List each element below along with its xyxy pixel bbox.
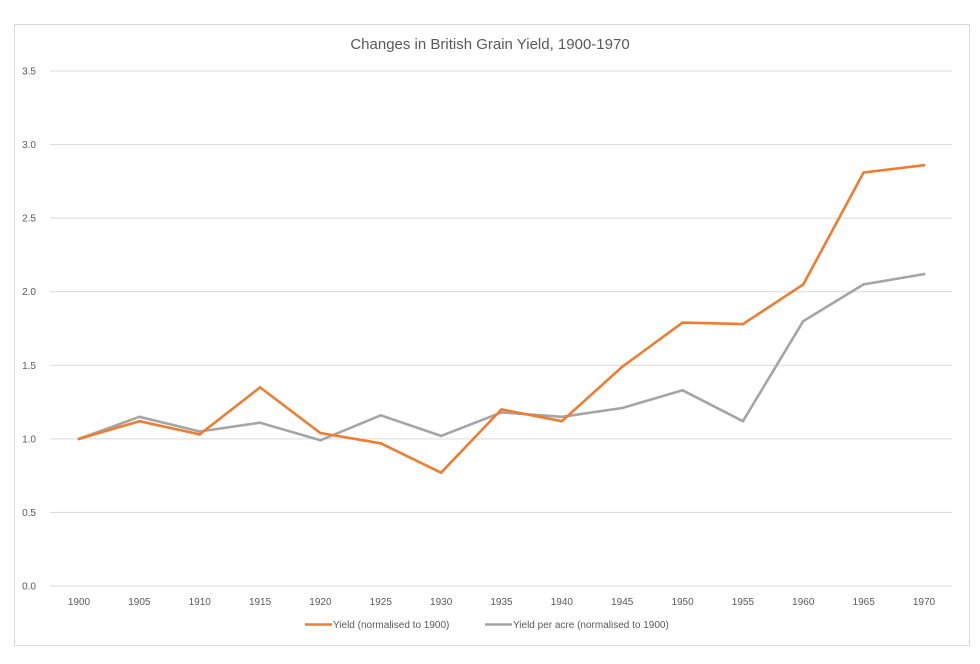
series-line-1: [77, 272, 926, 442]
series-line-0: [77, 163, 926, 475]
data-point: [258, 421, 262, 424]
data-point: [379, 414, 383, 417]
data-point: [258, 386, 262, 389]
x-tick-label: 1970: [913, 597, 936, 608]
data-point: [379, 441, 383, 445]
x-tick-label: 1925: [370, 597, 393, 608]
data-point: [862, 283, 865, 286]
x-tick-label: 1920: [309, 597, 332, 608]
x-tick-label: 1940: [551, 597, 574, 608]
legend-label: Yield (normalised to 1900): [333, 620, 449, 631]
x-tick-label: 1910: [189, 597, 212, 608]
data-point: [620, 406, 624, 410]
data-point: [138, 419, 141, 423]
x-tick-label: 1900: [68, 597, 91, 608]
data-point: [620, 365, 624, 369]
data-point: [681, 321, 684, 324]
data-point: [801, 283, 805, 286]
gridlines: [50, 70, 952, 587]
x-tick-label: 1930: [430, 597, 453, 608]
data-point: [560, 415, 564, 419]
y-axis-ticks: 0.0 0.5 1.0 1.5 2.0 2.5 3.0 3.5: [22, 67, 36, 593]
x-tick-label: 1935: [490, 597, 513, 608]
y-tick-label: 2.5: [22, 214, 36, 225]
x-tick-label: 1960: [792, 597, 815, 608]
data-point: [198, 430, 202, 433]
data-point: [138, 415, 141, 419]
data-point: [198, 433, 202, 436]
x-tick-label: 1915: [249, 597, 272, 608]
y-tick-label: 0.0: [22, 582, 36, 593]
x-tick-label: 1955: [732, 597, 755, 608]
data-point: [439, 434, 443, 438]
chart-title: Changes in British Grain Yield, 1900-197…: [350, 36, 629, 53]
legend: Yield (normalised to 1900) Yield per acre…: [305, 620, 669, 631]
data-point: [319, 439, 322, 442]
x-tick-label: 1945: [611, 597, 634, 608]
data-point: [862, 171, 865, 174]
data-point: [319, 431, 322, 435]
x-axis-ticks: 1900 1905 1910 1915 1920 1925 1930 1935 1940 1945…: [68, 597, 936, 608]
y-tick-label: 3.5: [22, 67, 36, 78]
data-point: [439, 471, 443, 475]
data-point: [801, 319, 805, 323]
x-tick-label: 1965: [853, 597, 876, 608]
data-point: [560, 419, 564, 423]
data-point: [922, 272, 926, 276]
y-tick-label: 3.0: [22, 140, 36, 151]
y-tick-label: 2.0: [22, 287, 36, 298]
chart-frame: [14, 24, 970, 646]
data-point: [681, 389, 684, 392]
data-point: [500, 408, 503, 411]
data-point: [77, 437, 81, 441]
series-lines: [77, 163, 926, 475]
x-tick-label: 1950: [671, 597, 694, 608]
legend-label: Yield per acre (normalised to 1900): [513, 620, 669, 631]
y-tick-label: 1.0: [22, 434, 36, 445]
data-point: [741, 419, 745, 423]
y-tick-label: 0.5: [22, 508, 36, 519]
y-tick-label: 1.5: [22, 361, 36, 372]
x-tick-label: 1905: [128, 597, 151, 608]
data-point: [741, 322, 745, 326]
data-point: [922, 163, 926, 167]
